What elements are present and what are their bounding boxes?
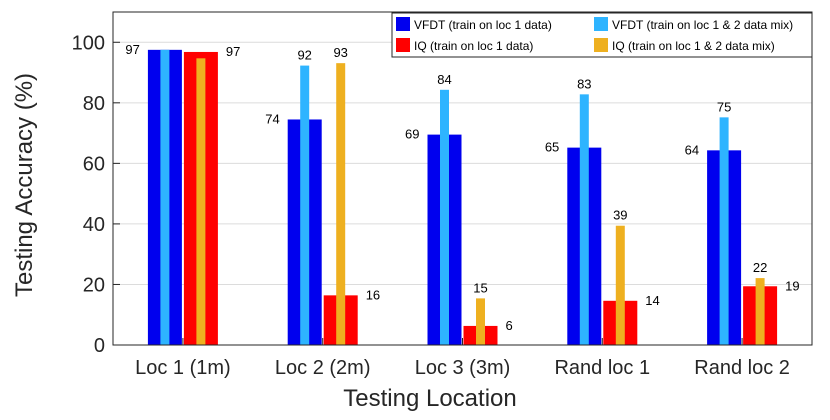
data-label: 74 [265,111,279,126]
legend-swatch [594,17,608,31]
legend-label: VFDT (train on loc 1 & 2 data mix) [612,18,793,32]
data-label: 97 [125,42,139,57]
bar-3-3 [615,225,625,345]
data-label: 83 [577,76,591,91]
x-tick-label: Rand loc 1 [554,357,650,379]
x-tick-labels: Loc 1 (1m) Loc 2 (2m) Loc 3 (3m) Rand loc 1… [135,338,790,379]
bar-1-2 [440,89,449,346]
legend: VFDT (train on loc 1 data) VFDT (train on… [391,12,813,58]
x-tick-label: Loc 2 (2m) [275,357,371,379]
bar-3-0 [196,58,206,346]
data-label: 14 [645,293,659,308]
data-label: 92 [297,48,311,63]
y-tick-label: 40 [83,214,105,236]
bar-3-1 [336,63,346,345]
bars [147,49,778,346]
legend-swatch [594,38,608,52]
data-label: 16 [366,287,380,302]
data-label: 65 [545,140,559,155]
data-label: 39 [613,208,627,223]
bar-3-2 [476,298,485,345]
legend-swatch [396,38,410,52]
legend-swatch [396,17,410,31]
x-tick-label: Rand loc 2 [694,357,790,379]
y-tick-label: 0 [94,335,105,357]
y-tick-label: 80 [83,93,105,115]
data-label: 6 [506,318,513,333]
bar-1-4 [719,117,729,345]
legend-label: IQ (train on loc 1 & 2 data mix) [612,39,775,53]
bar-1-3 [579,94,589,345]
bar-3-4 [755,278,765,345]
y-tick-label: 20 [83,274,105,296]
data-label: 84 [437,72,451,87]
data-label: 15 [473,280,487,295]
data-label: 97 [226,44,240,59]
data-label: 64 [685,142,699,157]
bar-1-1 [300,65,310,345]
data-label: 19 [785,278,799,293]
bar-1-0 [160,49,170,345]
data-label: 22 [753,260,767,275]
x-tick-label: Loc 3 (3m) [415,357,511,379]
data-label: 69 [405,127,419,142]
legend-label: IQ (train on loc 1 data) [414,39,533,53]
y-tick-label: 100 [72,32,105,54]
data-label: 93 [333,45,347,60]
x-tick-label: Loc 1 (1m) [135,357,231,379]
data-label: 75 [717,99,731,114]
y-axis-title: Testing Accuracy (%) [11,73,38,297]
legend-label: VFDT (train on loc 1 data) [414,18,552,32]
x-axis-title: Testing Location [343,385,516,412]
y-tick-label: 60 [83,153,105,175]
data-labels: 97 74 69 65 64 97 16 6 14 19 92 84 83 75 93 15 39 22 [125,42,799,333]
y-tick-labels: 0 20 40 60 80 100 [72,32,120,357]
